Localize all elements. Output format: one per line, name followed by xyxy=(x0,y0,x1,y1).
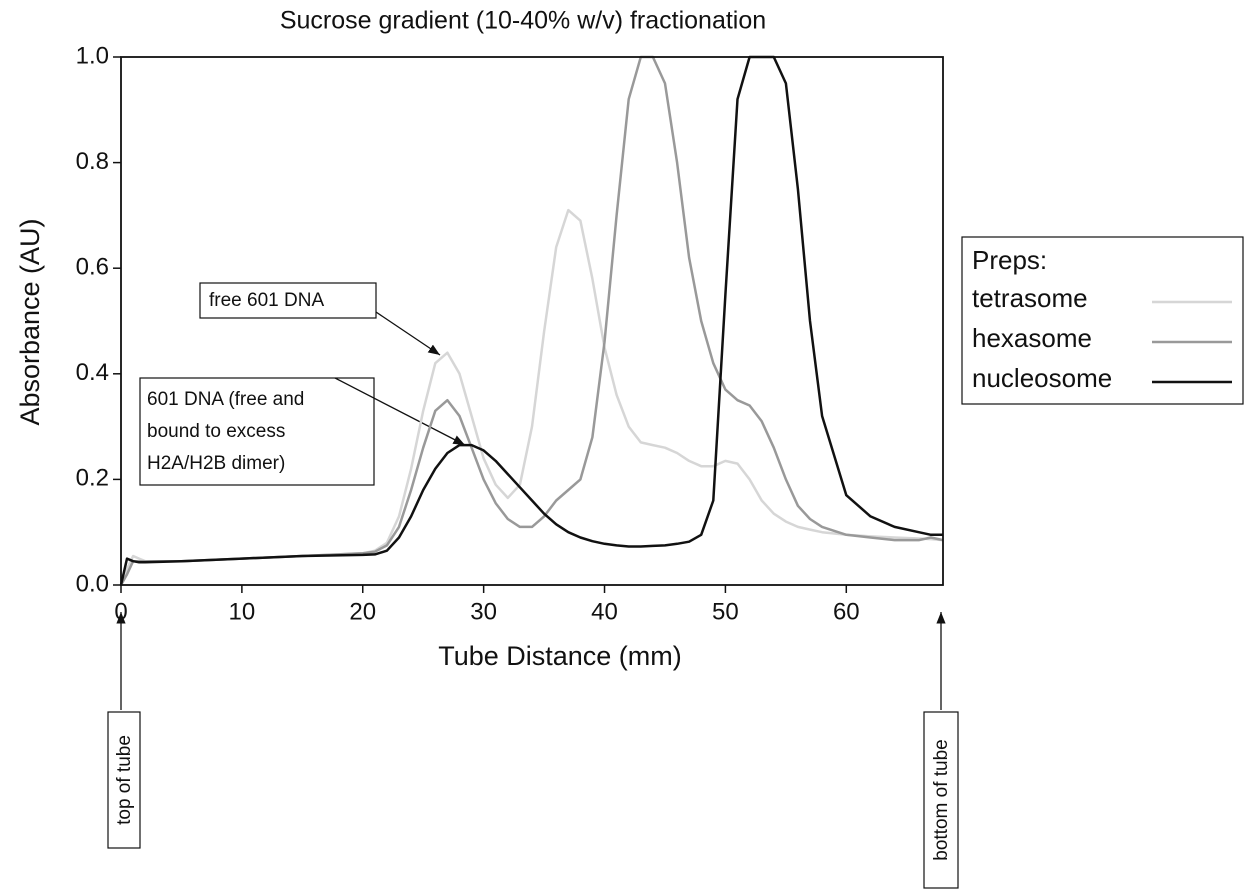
annotation-arrow xyxy=(334,377,466,446)
series-line xyxy=(119,55,943,586)
annotation-bound: 601 DNA (free and bound to excess H2A/H2… xyxy=(139,377,466,486)
y-tick-label: 0.4 xyxy=(76,359,109,386)
x-tick-label: 20 xyxy=(349,598,376,625)
x-tick-label: 60 xyxy=(833,598,860,625)
x-tick-label: 40 xyxy=(591,598,618,625)
legend-label: tetrasome xyxy=(972,283,1088,313)
x-tick-label: 50 xyxy=(712,598,739,625)
annotation-text: bottom of tube xyxy=(931,739,952,860)
y-tick-label: 1.0 xyxy=(76,42,109,69)
series-line xyxy=(119,55,944,586)
legend-label: nucleosome xyxy=(972,363,1112,393)
annotation-text: free 601 DNA xyxy=(209,290,324,311)
legend: Preps: tetrasome hexasome nucleosome xyxy=(961,236,1244,405)
x-tick-label: 30 xyxy=(470,598,497,625)
annotation-text: top of tube xyxy=(114,735,135,825)
y-axis-label: Absorbance (AU) xyxy=(15,218,45,425)
annotation-box xyxy=(923,711,959,889)
annotation-text: bound to excess xyxy=(147,421,285,442)
annotation-text: H2A/H2B dimer) xyxy=(147,453,285,474)
legend-box xyxy=(961,236,1244,405)
x-tick-label: 0 xyxy=(114,598,127,625)
annotation-top: top of tube xyxy=(107,612,141,849)
annotation-box xyxy=(199,282,377,319)
chart-title: Sucrose gradient (10-40% w/v) fractionat… xyxy=(280,7,766,35)
annotation-free: free 601 DNA xyxy=(199,282,441,356)
annotation-box xyxy=(107,711,141,849)
y-tick-label: 0.0 xyxy=(76,570,109,597)
y-tick-label: 0.2 xyxy=(76,465,109,492)
annotation-arrow xyxy=(375,311,441,356)
y-tick-label: 0.8 xyxy=(76,148,109,175)
legend-label: hexasome xyxy=(972,323,1092,353)
annotation-text: 601 DNA (free and xyxy=(147,389,304,410)
y-tick-label: 0.6 xyxy=(76,254,109,281)
annotation-box xyxy=(139,377,375,486)
legend-title: Preps: xyxy=(972,245,1047,275)
annotation-bottom: bottom of tube xyxy=(923,612,959,889)
x-tick-label: 10 xyxy=(229,598,256,625)
x-axis-label: Tube Distance (mm) xyxy=(438,641,682,671)
plot-frame xyxy=(120,56,944,586)
